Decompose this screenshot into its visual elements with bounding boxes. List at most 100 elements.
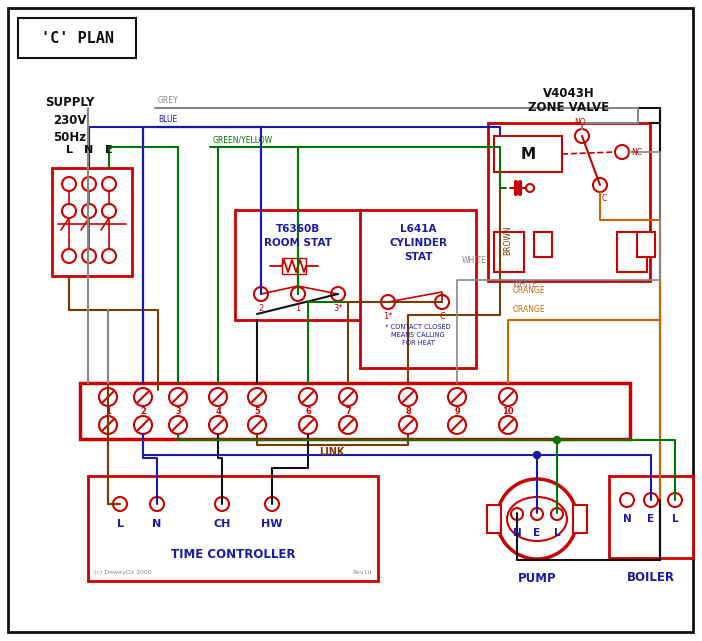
Circle shape (62, 204, 76, 218)
Text: 7: 7 (345, 406, 351, 415)
Text: WHITE: WHITE (462, 256, 487, 265)
Text: 'C' PLAN: 'C' PLAN (41, 31, 114, 46)
Text: * CONTACT CLOSED
MEANS CALLING
FOR HEAT: * CONTACT CLOSED MEANS CALLING FOR HEAT (385, 324, 451, 346)
Circle shape (339, 388, 357, 406)
Circle shape (82, 204, 96, 218)
Circle shape (82, 249, 96, 263)
Circle shape (499, 416, 517, 434)
FancyBboxPatch shape (573, 505, 587, 533)
Text: NO: NO (574, 118, 585, 127)
Text: ORANGE: ORANGE (513, 305, 545, 314)
Text: 4: 4 (215, 406, 221, 415)
Text: N: N (84, 145, 93, 155)
Circle shape (435, 295, 449, 309)
Circle shape (62, 249, 76, 263)
Circle shape (448, 416, 466, 434)
Text: E: E (105, 145, 113, 155)
Text: HW: HW (261, 519, 283, 529)
FancyBboxPatch shape (534, 232, 552, 257)
Circle shape (593, 178, 607, 192)
Circle shape (209, 416, 227, 434)
Text: LINK: LINK (319, 447, 345, 457)
FancyBboxPatch shape (360, 210, 476, 368)
Text: 10: 10 (502, 406, 514, 415)
Circle shape (215, 497, 229, 511)
Circle shape (169, 388, 187, 406)
Text: GREY: GREY (158, 96, 178, 105)
Circle shape (134, 416, 152, 434)
Text: M: M (520, 147, 536, 162)
Circle shape (499, 388, 517, 406)
Text: 6: 6 (305, 406, 311, 415)
Circle shape (62, 177, 76, 191)
Circle shape (381, 295, 395, 309)
Circle shape (265, 497, 279, 511)
Text: 3*: 3* (333, 304, 343, 313)
Text: E: E (534, 528, 541, 538)
FancyBboxPatch shape (488, 123, 650, 281)
Circle shape (620, 493, 634, 507)
Text: V4043H: V4043H (543, 87, 595, 100)
Text: C: C (602, 194, 607, 203)
Text: BROWN: BROWN (503, 225, 512, 255)
Circle shape (113, 497, 127, 511)
Text: Rev1d: Rev1d (352, 570, 372, 575)
Circle shape (399, 416, 417, 434)
Circle shape (102, 204, 116, 218)
Text: N: N (623, 514, 631, 524)
Text: 9: 9 (454, 406, 460, 415)
Text: N: N (512, 528, 522, 538)
Circle shape (534, 451, 541, 458)
Text: 3: 3 (175, 406, 181, 415)
FancyBboxPatch shape (8, 8, 693, 632)
Text: GREEN/YELLOW: GREEN/YELLOW (213, 135, 273, 144)
FancyBboxPatch shape (494, 232, 524, 272)
Circle shape (299, 416, 317, 434)
Text: BLUE: BLUE (158, 115, 177, 124)
Circle shape (526, 184, 534, 192)
Circle shape (102, 249, 116, 263)
Circle shape (248, 416, 266, 434)
Circle shape (209, 388, 227, 406)
Circle shape (299, 388, 317, 406)
Text: SUPPLY
230V
50Hz: SUPPLY 230V 50Hz (46, 96, 95, 144)
Circle shape (553, 437, 560, 444)
Circle shape (248, 388, 266, 406)
Text: PUMP: PUMP (517, 572, 556, 585)
Text: 8: 8 (405, 406, 411, 415)
Text: 1: 1 (105, 406, 111, 415)
Text: E: E (647, 514, 654, 524)
Circle shape (575, 129, 589, 143)
Circle shape (291, 287, 305, 301)
Text: L: L (554, 528, 560, 538)
Circle shape (254, 287, 268, 301)
Circle shape (339, 416, 357, 434)
Circle shape (448, 388, 466, 406)
Text: STAT: STAT (404, 252, 432, 262)
FancyBboxPatch shape (617, 232, 647, 272)
Circle shape (102, 177, 116, 191)
Circle shape (99, 416, 117, 434)
Circle shape (551, 508, 563, 520)
Text: 1: 1 (296, 304, 300, 313)
Text: 2: 2 (258, 304, 264, 313)
Text: CH: CH (213, 519, 231, 529)
Circle shape (531, 508, 543, 520)
FancyBboxPatch shape (52, 168, 132, 276)
Circle shape (511, 508, 523, 520)
Circle shape (82, 177, 96, 191)
Text: NC: NC (631, 147, 642, 156)
Circle shape (399, 388, 417, 406)
Text: N: N (152, 519, 161, 529)
Circle shape (644, 493, 658, 507)
Text: (c) DeweyOz 2000: (c) DeweyOz 2000 (94, 570, 152, 575)
FancyBboxPatch shape (88, 476, 378, 581)
FancyBboxPatch shape (282, 258, 306, 274)
Text: L: L (672, 514, 678, 524)
Text: ROOM STAT: ROOM STAT (264, 238, 332, 248)
FancyBboxPatch shape (487, 505, 501, 533)
Text: 1*: 1* (383, 312, 392, 321)
Text: L: L (65, 145, 72, 155)
Circle shape (150, 497, 164, 511)
Circle shape (615, 145, 629, 159)
